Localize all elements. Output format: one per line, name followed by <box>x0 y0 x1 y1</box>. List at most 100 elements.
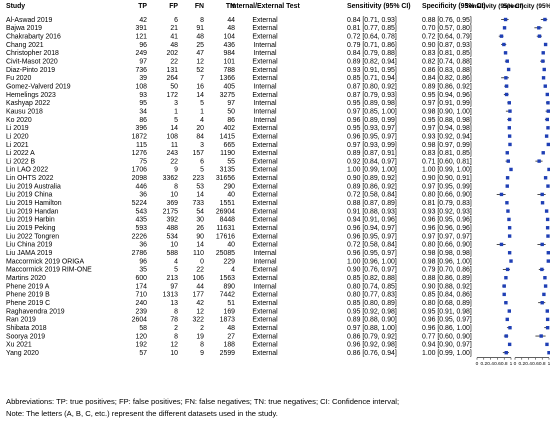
row-sensitivity: 0.96 [0.95, 0.97] <box>347 133 397 140</box>
row-fp: 21 <box>170 25 178 32</box>
sensitivity-point <box>508 109 512 113</box>
row-sensitivity: 0.89 [0.86, 0.92] <box>347 183 397 190</box>
row-sensitivity: 0.72 [0.58, 0.84] <box>347 242 397 249</box>
row-tp: 446 <box>136 183 148 190</box>
specificity-point <box>546 234 550 238</box>
row-fp: 5 <box>174 267 178 274</box>
row-test-type: Internal <box>254 100 277 107</box>
specificity-point <box>545 326 550 330</box>
header-specificity: Specificity (95% CI) <box>422 3 486 10</box>
row-tn: 7442 <box>220 292 235 299</box>
sensitivity-point <box>509 167 513 172</box>
row-sensitivity: 0.96 [0.89, 0.99] <box>347 117 397 124</box>
row-test-type: External <box>252 133 278 140</box>
row-test-type: Internal <box>254 258 277 265</box>
row-test-type: External <box>252 333 278 340</box>
row-test-type: External <box>252 225 278 232</box>
row-tp: 121 <box>136 33 148 40</box>
row-test-type: External <box>252 200 278 207</box>
row-fn: 48 <box>196 33 204 40</box>
row-specificity: 0.86 [0.83, 0.88] <box>422 67 472 74</box>
row-fn: 20 <box>196 125 204 132</box>
row-test-type: External <box>252 92 278 99</box>
row-specificity: 0.88 [0.76, 0.95] <box>422 17 472 24</box>
row-test-type: Internal <box>254 42 277 49</box>
specificity-point <box>544 209 549 213</box>
row-study: Liu JAMA 2019 <box>6 250 53 257</box>
row-tp: 192 <box>136 342 148 349</box>
row-fn: 177 <box>193 292 205 299</box>
row-fn: 25 <box>196 42 204 49</box>
row-tn: 290 <box>224 183 236 190</box>
row-study: Shibata 2018 <box>6 325 47 332</box>
specificity-tick-label: 0.2 <box>518 361 525 367</box>
row-specificity: 1.00 [0.99, 1.00] <box>422 350 472 357</box>
row-tn: 2599 <box>220 350 235 357</box>
row-fp: 3362 <box>163 175 178 182</box>
sensitivity-point <box>509 259 513 263</box>
sensitivity-point <box>506 67 511 72</box>
row-study: Martins 2020 <box>6 275 46 282</box>
row-sensitivity: 0.96 [0.95, 0.97] <box>347 233 397 240</box>
row-fp: 1 <box>174 108 178 115</box>
row-test-type: External <box>252 275 278 282</box>
row-fn: 14 <box>196 192 204 199</box>
sensitivity-point <box>504 84 509 88</box>
row-study: Yang 2020 <box>6 350 39 357</box>
row-fp: 172 <box>167 92 179 99</box>
row-tp: 2098 <box>132 175 147 182</box>
row-test-type: External <box>252 67 278 74</box>
row-tp: 97 <box>139 58 147 65</box>
row-tn: 40 <box>227 242 235 249</box>
figure-notes: Abbreviations: TP: true positives; FP: f… <box>6 396 550 419</box>
row-fp: 131 <box>167 67 179 74</box>
row-tn: 11631 <box>216 225 235 232</box>
row-study: Maccormick 2019 ORIGA <box>6 258 85 265</box>
row-study: Raghavendra 2019 <box>6 308 65 315</box>
row-study: Ko 2020 <box>6 117 32 124</box>
sensitivity-point <box>502 42 506 47</box>
row-specificity: 0.98 [0.96, 1.00] <box>422 258 472 265</box>
row-specificity: 0.94 [0.90, 0.97] <box>422 342 472 349</box>
sensitivity-point <box>499 34 504 38</box>
row-tn: 86 <box>227 117 235 124</box>
row-tp: 42 <box>139 17 147 24</box>
row-tp: 5224 <box>132 200 147 207</box>
row-fp: 9 <box>174 167 178 174</box>
specificity-point <box>546 126 550 130</box>
row-sensitivity: 0.96 [0.94, 0.97] <box>347 225 397 232</box>
specificity-point <box>543 42 548 47</box>
row-tp: 36 <box>139 192 147 199</box>
sensitivity-point <box>504 92 509 97</box>
sensitivity-point <box>499 242 504 247</box>
row-fp: 264 <box>167 75 179 82</box>
sensitivity-tick-label: 0.6 <box>494 361 501 367</box>
specificity-point <box>547 167 550 172</box>
sensitivity-point <box>504 276 508 280</box>
row-tn: 44 <box>227 17 235 24</box>
row-fn: 322 <box>193 317 205 324</box>
row-tn: 984 <box>224 50 236 57</box>
row-sensitivity: 0.93 [0.91, 0.95] <box>347 67 397 74</box>
row-tn: 4 <box>231 267 235 274</box>
row-test-type: External <box>252 125 278 132</box>
row-tp: 249 <box>136 50 148 57</box>
row-sensitivity: 0.96 [0.95, 0.97] <box>347 250 397 257</box>
row-fn: 8 <box>200 342 204 349</box>
row-test-type: External <box>252 267 278 274</box>
row-fp: 5 <box>174 117 178 124</box>
row-test-type: Internal <box>254 108 277 115</box>
row-study: Lin LAO 2022 <box>6 167 48 174</box>
specificity-point <box>541 59 545 63</box>
row-sensitivity: 0.95 [0.93, 0.97] <box>347 125 397 132</box>
specificity-point <box>541 76 546 80</box>
row-fn: 1 <box>200 108 204 115</box>
row-fn: 12 <box>196 58 204 65</box>
row-fn: 52 <box>196 67 204 74</box>
row-study: Fu 2020 <box>6 75 31 82</box>
row-sensitivity: 0.72 [0.58, 0.84] <box>347 192 397 199</box>
row-fn: 84 <box>196 133 204 140</box>
row-tp: 593 <box>136 225 148 232</box>
row-fp: 2 <box>174 325 178 332</box>
row-specificity: 0.81 [0.79, 0.83] <box>422 200 472 207</box>
